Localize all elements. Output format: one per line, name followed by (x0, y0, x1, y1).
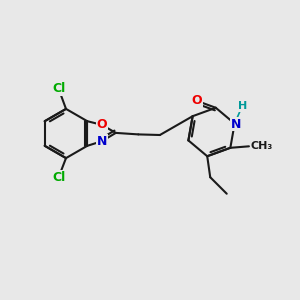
Text: N: N (231, 118, 241, 131)
Text: Cl: Cl (52, 171, 65, 184)
Text: Cl: Cl (52, 82, 65, 95)
Text: N: N (97, 135, 107, 148)
Text: H: H (238, 101, 247, 111)
Text: CH₃: CH₃ (250, 141, 273, 151)
Text: O: O (191, 94, 202, 107)
Text: O: O (96, 118, 107, 131)
